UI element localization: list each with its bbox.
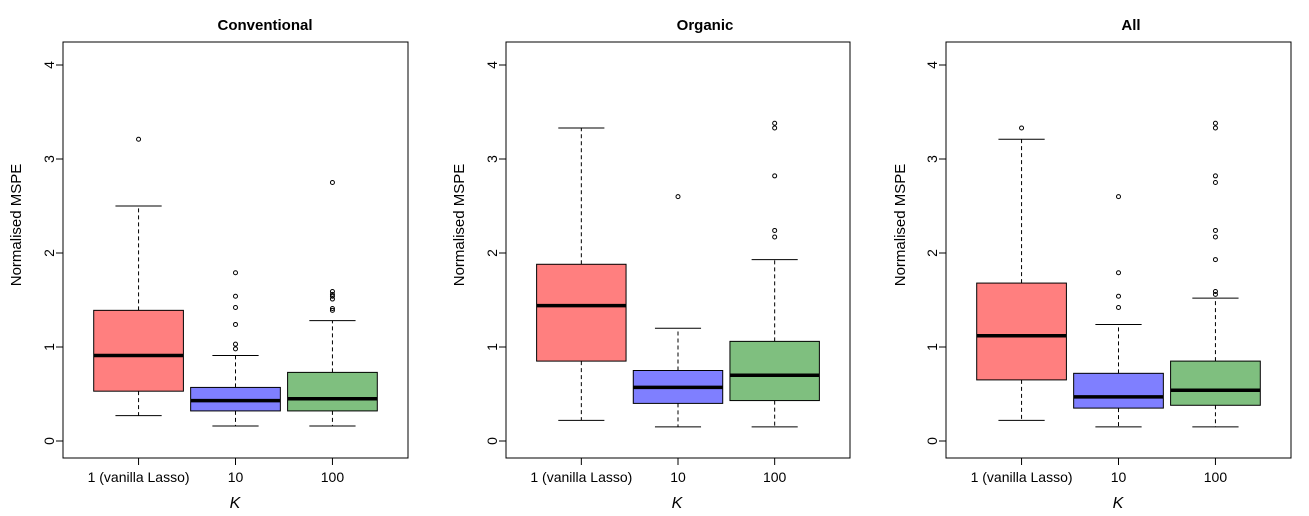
x-axis-label: K xyxy=(1113,495,1125,512)
panel-title: All xyxy=(1121,17,1140,34)
outlier-point xyxy=(772,227,778,233)
outlier-point xyxy=(1116,194,1121,200)
outlier-point xyxy=(329,293,335,299)
y-tick-label: 1 xyxy=(924,343,940,351)
x-tick-label: 10 xyxy=(228,469,244,485)
y-tick-label: 2 xyxy=(924,249,940,257)
box xyxy=(287,371,378,412)
y-tick-label: 4 xyxy=(924,61,940,69)
box xyxy=(1073,372,1164,409)
x-tick-label: 10 xyxy=(1111,469,1127,485)
box xyxy=(976,282,1067,381)
box xyxy=(93,309,184,392)
x-tick-label: 1 (vanilla Lasso) xyxy=(530,469,632,485)
outlier-point xyxy=(772,173,778,179)
outlier-point xyxy=(329,305,335,311)
outlier-point xyxy=(1212,289,1218,295)
outlier-point xyxy=(1212,291,1218,297)
outlier-point xyxy=(233,341,238,347)
box xyxy=(536,263,627,362)
x-tick-label: 100 xyxy=(1204,469,1228,485)
panel-all: All Normalised MSPE K 0 1 2 3 4 1 (vanilla La… xyxy=(892,17,1292,512)
outlier-point xyxy=(329,291,335,297)
y-axis-label: Normalised MSPE xyxy=(451,164,468,287)
outlier-point xyxy=(1212,120,1218,126)
x-tick-label: 10 xyxy=(670,469,686,485)
outlier-point xyxy=(772,125,778,131)
outlier-point xyxy=(1116,293,1121,299)
y-tick-label: 1 xyxy=(41,343,57,351)
x-axis-label: K xyxy=(672,495,684,512)
outlier-point xyxy=(329,180,335,185)
outlier-point xyxy=(1212,173,1218,179)
outlier-point xyxy=(1116,270,1121,276)
outlier-point xyxy=(233,321,238,327)
outlier-point xyxy=(233,346,238,352)
y-tick-label: 4 xyxy=(484,61,500,69)
outlier-point xyxy=(233,270,238,276)
outlier-point xyxy=(329,296,335,302)
x-tick-label: 100 xyxy=(321,469,345,485)
outlier-point xyxy=(772,120,778,126)
outlier-point xyxy=(1212,234,1218,240)
outlier-point xyxy=(772,234,778,240)
x-axis-label: K xyxy=(230,495,242,512)
panel-title: Conventional xyxy=(217,17,312,34)
y-axis-label: Normalised MSPE xyxy=(8,164,25,287)
plot-area: 0 1 2 3 4 1 (vanilla Lasso) 10 100 xyxy=(924,41,1292,485)
outlier-point xyxy=(1116,305,1121,311)
box xyxy=(1170,360,1261,406)
outlier-point xyxy=(329,289,335,295)
y-tick-label: 3 xyxy=(41,155,57,163)
outlier-point xyxy=(1212,227,1218,233)
outlier-point xyxy=(329,307,335,313)
y-tick-label: 3 xyxy=(484,155,500,163)
x-tick-label: 100 xyxy=(763,469,787,485)
box xyxy=(729,340,820,402)
plot-area: 0 1 2 3 4 1 (vanilla Lasso) 10 100 xyxy=(41,41,409,485)
y-tick-label: 0 xyxy=(924,437,940,445)
outlier-point xyxy=(1212,125,1218,131)
y-tick-label: 4 xyxy=(41,61,57,69)
panel-title: Organic xyxy=(677,17,734,34)
panel-organic: Organic Normalised MSPE K 0 1 2 3 4 1 (vanill… xyxy=(451,17,851,512)
outlier-point xyxy=(1212,257,1218,263)
panel-conventional: Conventional Normalised MSPE K 0 1 2 3 4 1 (v… xyxy=(8,17,409,512)
outlier-point xyxy=(136,136,142,142)
outlier-point xyxy=(675,194,681,200)
y-tick-label: 0 xyxy=(484,437,500,445)
y-tick-label: 2 xyxy=(41,249,57,257)
x-tick-label: 1 (vanilla Lasso) xyxy=(88,469,190,485)
plot-area: 0 1 2 3 4 1 (vanilla Lasso) 10 100 xyxy=(484,41,851,485)
outlier-point xyxy=(233,305,238,311)
outlier-point xyxy=(1212,180,1218,185)
outlier-point xyxy=(233,293,238,299)
y-tick-label: 2 xyxy=(484,249,500,257)
y-axis-label: Normalised MSPE xyxy=(892,164,909,287)
y-tick-label: 3 xyxy=(924,155,940,163)
y-tick-label: 0 xyxy=(41,437,57,445)
outlier-point xyxy=(1019,125,1025,131)
x-tick-label: 1 (vanilla Lasso) xyxy=(971,469,1073,485)
y-tick-label: 1 xyxy=(484,343,500,351)
